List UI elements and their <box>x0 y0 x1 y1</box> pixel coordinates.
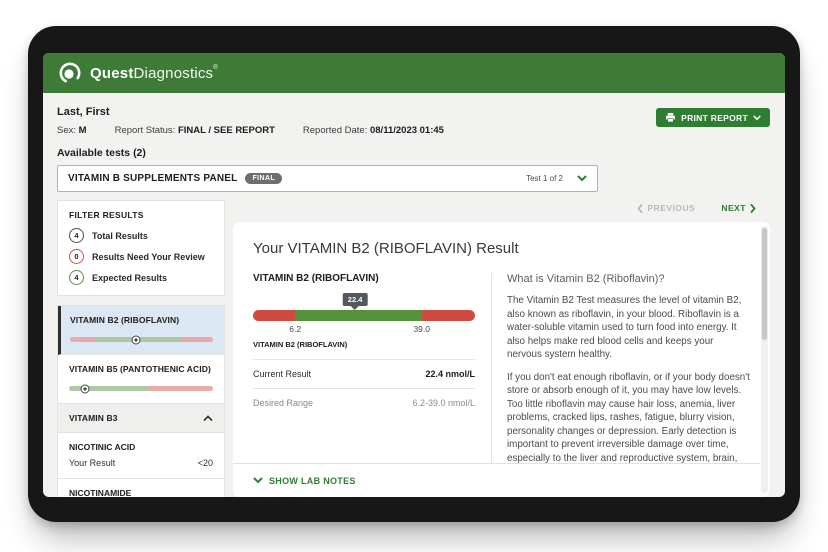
sidebar-group-vitamin-b3[interactable]: VITAMIN B3 <box>58 404 224 433</box>
test-counter: Test 1 of 2 <box>526 174 563 183</box>
sidebar-item-nicotinamide[interactable]: NICOTINAMIDE Your Result <20 <box>58 479 224 497</box>
chevron-left-icon <box>637 203 643 213</box>
b2-gauge-marker <box>131 335 141 344</box>
show-lab-notes-link[interactable]: SHOW LAB NOTES <box>253 476 356 486</box>
printer-icon <box>666 113 676 123</box>
table-row-desired-range: Desired Range 6.2-39.0 nmol/L <box>253 388 475 417</box>
previous-button[interactable]: PREVIOUS <box>637 203 695 213</box>
filter-total-results[interactable]: 4 Total Results <box>69 228 213 243</box>
available-tests-label: Available tests (2) <box>57 147 146 159</box>
chevron-up-icon <box>203 414 213 421</box>
info-paragraph-1: The Vitamin B2 Test measures the level o… <box>507 295 742 361</box>
result-gauge: 22.4 6.2 39.0 <box>253 293 475 336</box>
need-review-count: 0 <box>69 249 84 264</box>
sidebar-item-vitamin-b2[interactable]: VITAMIN B2 (RIBOFLAVIN) <box>58 306 224 355</box>
gauge-low-tick: 6.2 <box>289 324 302 334</box>
b5-gauge-marker <box>80 384 90 393</box>
patient-sex: Sex: M <box>57 125 87 136</box>
nicotinic-result-value: <20 <box>197 458 213 468</box>
app-screen: QuestDiagnostics® Last, First Sex: M Rep… <box>43 53 785 497</box>
patient-name: Last, First <box>57 106 110 118</box>
logo-word-diagnostics: Diagnostics <box>133 64 214 82</box>
chevron-down-icon[interactable] <box>577 175 587 182</box>
filter-results-title: FILTER RESULTS <box>69 210 144 220</box>
info-title: What is Vitamin B2 (Riboflavin)? <box>507 273 665 285</box>
sidebar-item-nicotinic-acid[interactable]: NICOTINIC ACID Your Result <20 <box>58 433 224 479</box>
table-row-current-result: Current Result 22.4 nmol/L <box>253 359 475 388</box>
panel-scrollbar[interactable] <box>761 226 768 493</box>
b5-mini-gauge <box>69 384 213 393</box>
patient-meta: Sex: M Report Status: FINAL / SEE REPORT… <box>57 125 444 136</box>
quest-logo-icon <box>59 62 81 84</box>
scrollbar-thumb[interactable] <box>762 228 767 341</box>
chevron-down-icon <box>753 115 761 120</box>
app-header: QuestDiagnostics® <box>43 53 785 93</box>
quest-logo-text: QuestDiagnostics® <box>90 65 218 82</box>
gauge-high-tick: 39.0 <box>413 324 430 334</box>
result-pagination: PREVIOUS NEXT <box>233 200 770 216</box>
result-value-tooltip: 22.4 <box>342 293 368 306</box>
reported-date: Reported Date: 08/11/2023 01:45 <box>302 125 444 136</box>
print-report-button[interactable]: PRINT REPORT <box>656 108 770 127</box>
test-list: VITAMIN B2 (RIBOFLAVIN) <box>57 305 225 497</box>
gauge-sublabel: VITAMIN B2 (RIBOFLAVIN) <box>253 340 348 349</box>
b2-mini-gauge <box>70 335 213 344</box>
logo-word-quest: Quest <box>90 64 134 82</box>
screen-body: Last, First Sex: M Report Status: FINAL … <box>43 93 785 497</box>
expected-results-count: 4 <box>69 270 84 285</box>
final-status-badge: FINAL <box>245 173 283 184</box>
main-content: PREVIOUS NEXT Your VITAMIN B2 (RIBOFLAVI… <box>233 200 770 497</box>
quest-logo: QuestDiagnostics® <box>57 60 218 86</box>
test-panel-selector[interactable]: VITAMIN B SUPPLEMENTS PANEL FINAL Test 1… <box>57 165 598 192</box>
next-button[interactable]: NEXT <box>721 203 756 213</box>
sidebar-item-vitamin-b5[interactable]: VITAMIN B5 (PANTOTHENIC ACID) <box>58 355 224 404</box>
gauge-scale: 6.2 39.0 <box>253 324 475 336</box>
logo-trademark: ® <box>213 64 218 71</box>
info-section: What is Vitamin B2 (Riboflavin)? The Vit… <box>491 273 750 497</box>
filter-results-card: FILTER RESULTS 4 Total Results 0 Results… <box>57 200 225 296</box>
filter-need-review[interactable]: 0 Results Need Your Review <box>69 249 213 264</box>
result-table: Current Result 22.4 nmol/L Desired Range… <box>253 359 475 417</box>
result-panel: Your VITAMIN B2 (RIBOFLAVIN) Result VITA… <box>233 222 770 497</box>
tablet-frame: QuestDiagnostics® Last, First Sex: M Rep… <box>28 26 800 522</box>
print-report-label: PRINT REPORT <box>681 112 748 123</box>
panel-title: VITAMIN B SUPPLEMENTS PANEL <box>68 173 238 184</box>
report-status: Report Status: FINAL / SEE REPORT <box>114 125 275 136</box>
results-sidebar: FILTER RESULTS 4 Total Results 0 Results… <box>57 200 225 497</box>
filter-expected-results[interactable]: 4 Expected Results <box>69 270 213 285</box>
chevron-right-icon <box>750 203 756 213</box>
chevron-down-icon <box>253 477 263 484</box>
gauge-heading: VITAMIN B2 (RIBOFLAVIN) <box>253 273 379 284</box>
result-page-title: Your VITAMIN B2 (RIBOFLAVIN) Result <box>253 240 519 257</box>
panel-footer: SHOW LAB NOTES <box>233 463 760 497</box>
total-results-count: 4 <box>69 228 84 243</box>
result-gauge-section: VITAMIN B2 (RIBOFLAVIN) 22.4 <box>253 273 491 497</box>
nicotinic-result-label: Your Result <box>69 458 116 468</box>
